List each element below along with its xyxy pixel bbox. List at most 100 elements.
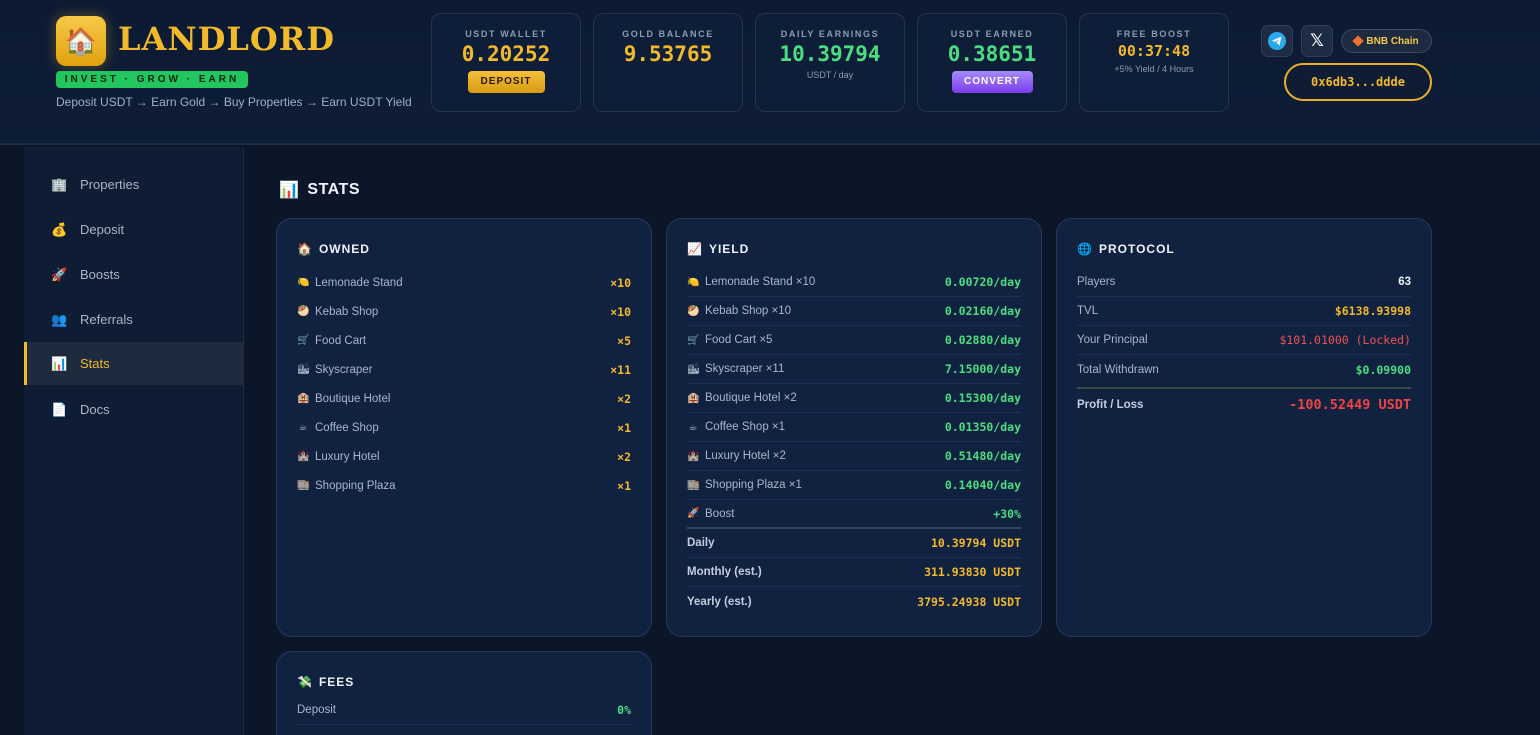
item-label: Luxury Hotel ×2 [705, 450, 786, 462]
item-count: ×11 [610, 362, 631, 377]
item-yield: 0.00720/day [944, 275, 1021, 289]
sidebar-item-deposit[interactable]: 💰 Deposit [24, 208, 243, 251]
sidebar-item-label: Stats [80, 356, 110, 371]
protocol-list: Players 63 TVL $6138.93998 Your Principal $… [1077, 268, 1411, 421]
list-item: 🛒 Food Cart ×5 0.02880/day [687, 326, 1021, 355]
fees-title-text: FEES [318, 675, 355, 689]
sidebar-item-label: Docs [80, 402, 110, 417]
players-value: 63 [1398, 276, 1411, 288]
owned-title-text: OWNED [318, 242, 370, 256]
free-boost-card[interactable]: FREE BOOST 00:37:48 +5% Yield / 4 Hours [1079, 13, 1229, 112]
profit-label: Profit / Loss [1077, 399, 1144, 411]
total-value: 3795.24938 USDT [917, 594, 1021, 609]
item-label: Total Withdrawn [1077, 363, 1159, 376]
tvl-value: $6138.93998 [1334, 304, 1411, 318]
item-yield: 0.01350/day [944, 420, 1021, 434]
gold-balance-card: GOLD BALANCE 9.53765 [593, 13, 743, 112]
item-yield: 7.15000/day [944, 362, 1021, 376]
yield-title: 📈 YIELD [687, 240, 1021, 258]
sidebar-item-properties[interactable]: 🏢 Properties [24, 163, 243, 206]
cart-icon: 🛒 [687, 334, 700, 346]
sidebar-item-label: Properties [80, 177, 140, 192]
item-label: Skyscraper ×11 [705, 363, 785, 375]
fee-value: 0% [617, 703, 631, 717]
daily-earnings-label: DAILY EARNINGS [780, 29, 880, 39]
list-item: 🥙 Kebab Shop ×10 0.02160/day [687, 297, 1021, 326]
list-item: 🏙 Skyscraper ×11 7.15000/day [687, 355, 1021, 384]
item-label: Food Cart [315, 334, 367, 347]
coffee-icon: ☕ [298, 422, 308, 433]
profit-loss-row: Profit / Loss -100.52449 USDT [1077, 389, 1411, 421]
item-label: Shopping Plaza ×1 [705, 479, 802, 491]
item-label: Coffee Shop ×1 [705, 421, 786, 433]
sidebar-item-referrals[interactable]: 👥 Referrals [24, 298, 243, 341]
item-label: TVL [1077, 305, 1099, 317]
item-label: Lemonade Stand [315, 276, 403, 289]
protocol-panel: 🌐 PROTOCOL Players 63 TVL $6138.93998 Your… [1056, 218, 1432, 637]
document-icon: 📄 [51, 401, 68, 417]
chain-label: BNB Chain [1366, 35, 1419, 47]
item-count: ×2 [617, 449, 631, 464]
rocket-icon: 🚀 [51, 266, 68, 282]
yield-title-text: YIELD [708, 242, 750, 256]
list-item: 🏰 Luxury Hotel ×2 [297, 442, 631, 471]
boost-value: +30% [993, 506, 1021, 521]
page-title: 📊 STATS [279, 180, 360, 200]
list-item: Players 63 [1077, 268, 1411, 297]
list-item: 🍋 Lemonade Stand ×10 0.00720/day [687, 268, 1021, 297]
item-yield: 0.14040/day [944, 478, 1021, 492]
free-boost-label: FREE BOOST [1116, 29, 1192, 39]
total-value: 311.93830 USDT [924, 565, 1021, 579]
telegram-button[interactable] [1261, 25, 1293, 57]
plaza-icon: 🏬 [687, 479, 700, 491]
sidebar-item-boosts[interactable]: 🚀 Boosts [24, 253, 243, 296]
convert-button[interactable]: CONVERT [951, 71, 1033, 93]
item-label: Deposit [297, 704, 336, 716]
item-label: Boost [705, 507, 735, 520]
list-item: 🏨 Boutique Hotel ×2 [297, 384, 631, 413]
daily-earnings-unit: USDT / day [806, 70, 854, 80]
sidebar-item-docs[interactable]: 📄 Docs [24, 388, 243, 431]
list-item: Your Principal $101.01000 (Locked) [1077, 326, 1411, 355]
withdrawn-value: $0.09900 [1355, 362, 1411, 377]
x-button[interactable]: 𝕏 [1301, 25, 1333, 57]
trend-up-icon: 📈 [687, 242, 703, 256]
kebab-icon: 🥙 [687, 305, 700, 317]
chain-selector[interactable]: BNB Chain [1341, 29, 1432, 53]
telegram-icon [1268, 32, 1286, 50]
list-item: 🏬 Shopping Plaza ×1 [297, 471, 631, 500]
item-label: Your Principal [1077, 334, 1148, 346]
rocket-icon: 🚀 [687, 508, 700, 519]
protocol-title-text: PROTOCOL [1098, 242, 1175, 256]
list-item: 🥙 Kebab Shop ×10 [297, 297, 631, 326]
item-label: Shopping Plaza [315, 479, 396, 492]
sidebar-item-label: Deposit [80, 222, 125, 237]
list-item: 🍋 Lemonade Stand ×10 [297, 268, 631, 297]
total-label: Yearly (est.) [687, 595, 752, 608]
hotel-icon: 🏨 [297, 393, 310, 404]
sidebar-item-stats[interactable]: 📊 Stats [24, 342, 243, 385]
deposit-button[interactable]: DEPOSIT [467, 71, 545, 93]
cart-icon: 🛒 [297, 335, 310, 346]
wallet-address-button[interactable]: 0x6db3...ddde [1284, 63, 1432, 101]
house-icon[interactable]: 🏠 [56, 16, 106, 66]
kebab-icon: 🥙 [297, 306, 310, 317]
item-label: Kebab Shop [315, 305, 379, 318]
total-label: Daily [687, 537, 715, 549]
owned-title: 🏠 OWNED [297, 240, 631, 258]
item-label: Kebab Shop ×10 [705, 305, 792, 317]
item-count: ×1 [617, 420, 631, 435]
profit-value: -100.52449 USDT [1289, 397, 1411, 413]
yield-total-daily: Daily 10.39794 USDT [687, 529, 1021, 558]
list-item: 🚀 Boost +30% [687, 500, 1021, 529]
yield-panel: 📈 YIELD 🍋 Lemonade Stand ×10 0.00720/day 🥙… [666, 218, 1042, 637]
owned-list: 🍋 Lemonade Stand ×10 🥙 Kebab Shop ×10 🛒 Food … [297, 268, 631, 500]
coffee-icon: ☕ [688, 421, 698, 433]
list-item: ☕ Coffee Shop ×1 [297, 413, 631, 442]
globe-icon: 🌐 [1077, 242, 1093, 256]
building-icon: 🏢 [51, 176, 68, 192]
chart-icon: 📊 [279, 182, 300, 199]
item-label: Boutique Hotel ×2 [705, 392, 797, 404]
list-item: 🛒 Food Cart ×5 [297, 326, 631, 355]
logo-text[interactable]: LANDLORD [118, 20, 336, 58]
